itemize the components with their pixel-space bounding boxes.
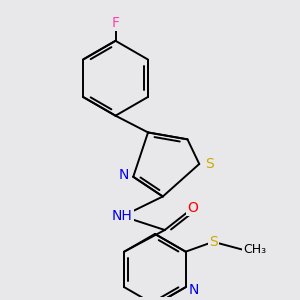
Text: CH₃: CH₃ <box>243 243 266 256</box>
Text: O: O <box>187 201 198 215</box>
Text: F: F <box>112 16 119 30</box>
Text: NH: NH <box>112 209 133 223</box>
Text: S: S <box>205 157 214 171</box>
Text: S: S <box>209 235 218 249</box>
Text: N: N <box>188 283 199 297</box>
Text: N: N <box>118 168 129 182</box>
